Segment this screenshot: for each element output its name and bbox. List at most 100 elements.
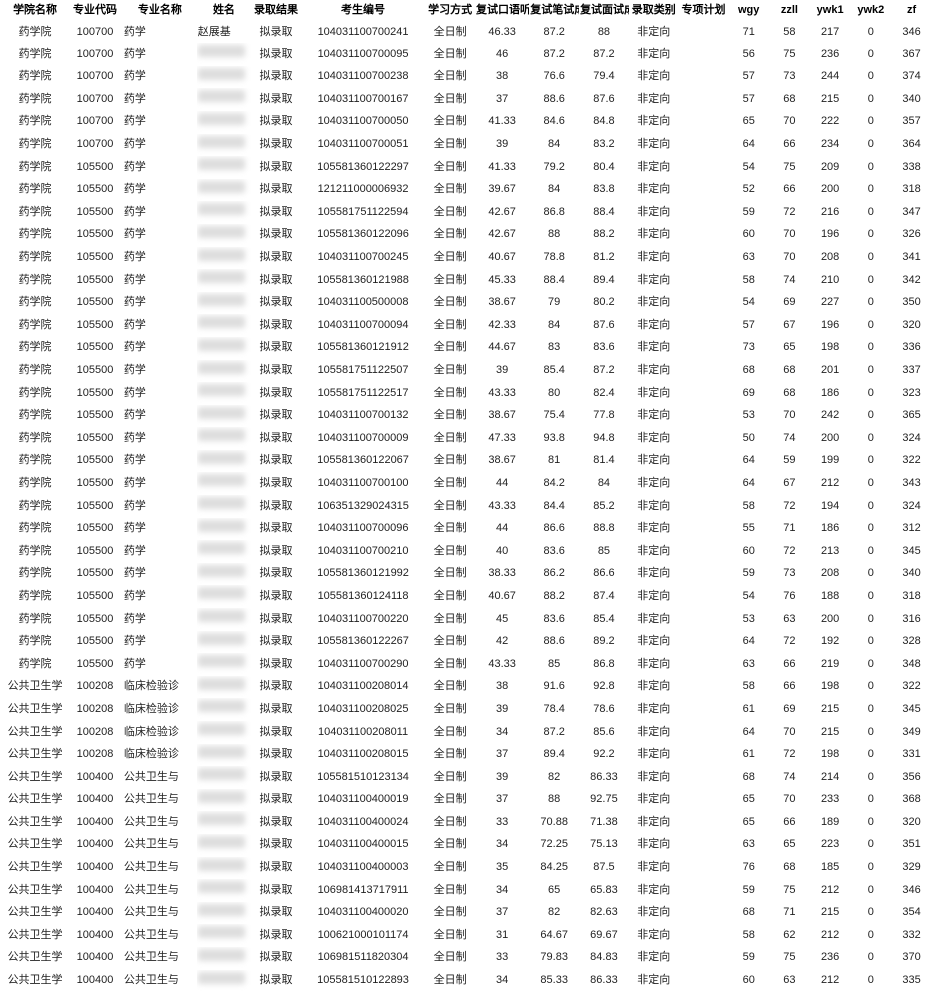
cell-type: 非定向 <box>629 43 679 66</box>
cell-name <box>197 88 251 111</box>
cell-zzll: 74 <box>769 269 810 292</box>
cell-oral: 37 <box>475 744 529 767</box>
cell-college: 药学院 <box>0 247 70 270</box>
cell-wgy: 59 <box>728 563 769 586</box>
cell-zzll: 70 <box>769 721 810 744</box>
cell-interview: 89.4 <box>579 269 629 292</box>
cell-zzll: 75 <box>769 947 810 970</box>
cell-code: 100400 <box>70 834 120 857</box>
cell-result: 拟录取 <box>251 134 301 157</box>
cell-type: 非定向 <box>629 224 679 247</box>
cell-zzll: 67 <box>769 314 810 337</box>
cell-result: 拟录取 <box>251 111 301 134</box>
cell-interview: 81.4 <box>579 450 629 473</box>
cell-oral: 37 <box>475 88 529 111</box>
cell-zzll: 75 <box>769 156 810 179</box>
cell-college: 药学院 <box>0 360 70 383</box>
cell-major: 公共卫生与 <box>120 947 197 970</box>
cell-ywk2: 0 <box>850 698 891 721</box>
cell-ywk2: 0 <box>850 450 891 473</box>
cell-plan <box>679 314 729 337</box>
header-type: 录取类别 <box>629 0 679 22</box>
cell-ywk1: 198 <box>810 744 851 767</box>
cell-name <box>197 970 251 992</box>
cell-code: 100700 <box>70 134 120 157</box>
cell-ywk1: 186 <box>810 382 851 405</box>
cell-result: 拟录取 <box>251 66 301 89</box>
table-row: 药学院105500药学拟录取105581360122096全日制42.67888… <box>0 224 932 247</box>
cell-name <box>197 292 251 315</box>
cell-mode: 全日制 <box>425 22 475 44</box>
cell-plan <box>679 721 729 744</box>
cell-exam: 105581360121988 <box>301 269 425 292</box>
cell-zf: 312 <box>891 518 932 541</box>
cell-code: 105500 <box>70 631 120 654</box>
cell-oral: 40.67 <box>475 247 529 270</box>
cell-wgy: 69 <box>728 382 769 405</box>
cell-oral: 45 <box>475 608 529 631</box>
cell-result: 拟录取 <box>251 653 301 676</box>
cell-college: 公共卫生学 <box>0 947 70 970</box>
cell-zf: 332 <box>891 924 932 947</box>
cell-college: 药学院 <box>0 427 70 450</box>
cell-oral: 40 <box>475 540 529 563</box>
cell-oral: 42 <box>475 631 529 654</box>
cell-exam: 104031100700220 <box>301 608 425 631</box>
cell-wgy: 53 <box>728 608 769 631</box>
cell-major: 药学 <box>120 653 197 676</box>
cell-college: 药学院 <box>0 382 70 405</box>
cell-plan <box>679 676 729 699</box>
cell-ywk2: 0 <box>850 540 891 563</box>
cell-ywk2: 0 <box>850 43 891 66</box>
cell-wgy: 64 <box>728 631 769 654</box>
cell-result: 拟录取 <box>251 789 301 812</box>
cell-major: 公共卫生与 <box>120 924 197 947</box>
cell-major: 临床检验诊 <box>120 676 197 699</box>
cell-college: 公共卫生学 <box>0 970 70 992</box>
cell-college: 药学院 <box>0 337 70 360</box>
cell-name <box>197 540 251 563</box>
cell-zzll: 68 <box>769 382 810 405</box>
cell-name <box>197 179 251 202</box>
cell-written: 84.4 <box>529 495 579 518</box>
cell-college: 公共卫生学 <box>0 811 70 834</box>
cell-zzll: 66 <box>769 653 810 676</box>
cell-zzll: 63 <box>769 608 810 631</box>
cell-code: 105500 <box>70 382 120 405</box>
cell-code: 100208 <box>70 744 120 767</box>
cell-written: 85.33 <box>529 970 579 992</box>
cell-wgy: 65 <box>728 811 769 834</box>
cell-mode: 全日制 <box>425 518 475 541</box>
table-row: 药学院105500药学拟录取105581360121992全日制38.3386.… <box>0 563 932 586</box>
cell-name <box>197 744 251 767</box>
cell-ywk2: 0 <box>850 224 891 247</box>
cell-college: 药学院 <box>0 314 70 337</box>
cell-mode: 全日制 <box>425 156 475 179</box>
cell-major: 药学 <box>120 518 197 541</box>
cell-type: 非定向 <box>629 676 679 699</box>
cell-wgy: 76 <box>728 857 769 880</box>
cell-type: 非定向 <box>629 472 679 495</box>
cell-exam: 104031100700210 <box>301 540 425 563</box>
cell-oral: 43.33 <box>475 495 529 518</box>
table-row: 药学院100700药学拟录取104031100700095全日制4687.287… <box>0 43 932 66</box>
cell-result: 拟录取 <box>251 970 301 992</box>
cell-college: 药学院 <box>0 179 70 202</box>
cell-exam: 121211000006932 <box>301 179 425 202</box>
table-row: 药学院100700药学拟录取104031100700167全日制3788.687… <box>0 88 932 111</box>
cell-ywk1: 242 <box>810 405 851 428</box>
cell-exam: 104031100208014 <box>301 676 425 699</box>
cell-result: 拟录取 <box>251 766 301 789</box>
cell-wgy: 58 <box>728 924 769 947</box>
cell-zf: 320 <box>891 811 932 834</box>
cell-major: 临床检验诊 <box>120 698 197 721</box>
cell-major: 药学 <box>120 472 197 495</box>
cell-written: 87.2 <box>529 22 579 44</box>
cell-wgy: 71 <box>728 22 769 44</box>
cell-zzll: 59 <box>769 450 810 473</box>
cell-mode: 全日制 <box>425 66 475 89</box>
cell-mode: 全日制 <box>425 314 475 337</box>
cell-code: 105500 <box>70 540 120 563</box>
table-row: 药学院105500药学拟录取104031100700210全日制4083.685… <box>0 540 932 563</box>
cell-major: 公共卫生与 <box>120 857 197 880</box>
